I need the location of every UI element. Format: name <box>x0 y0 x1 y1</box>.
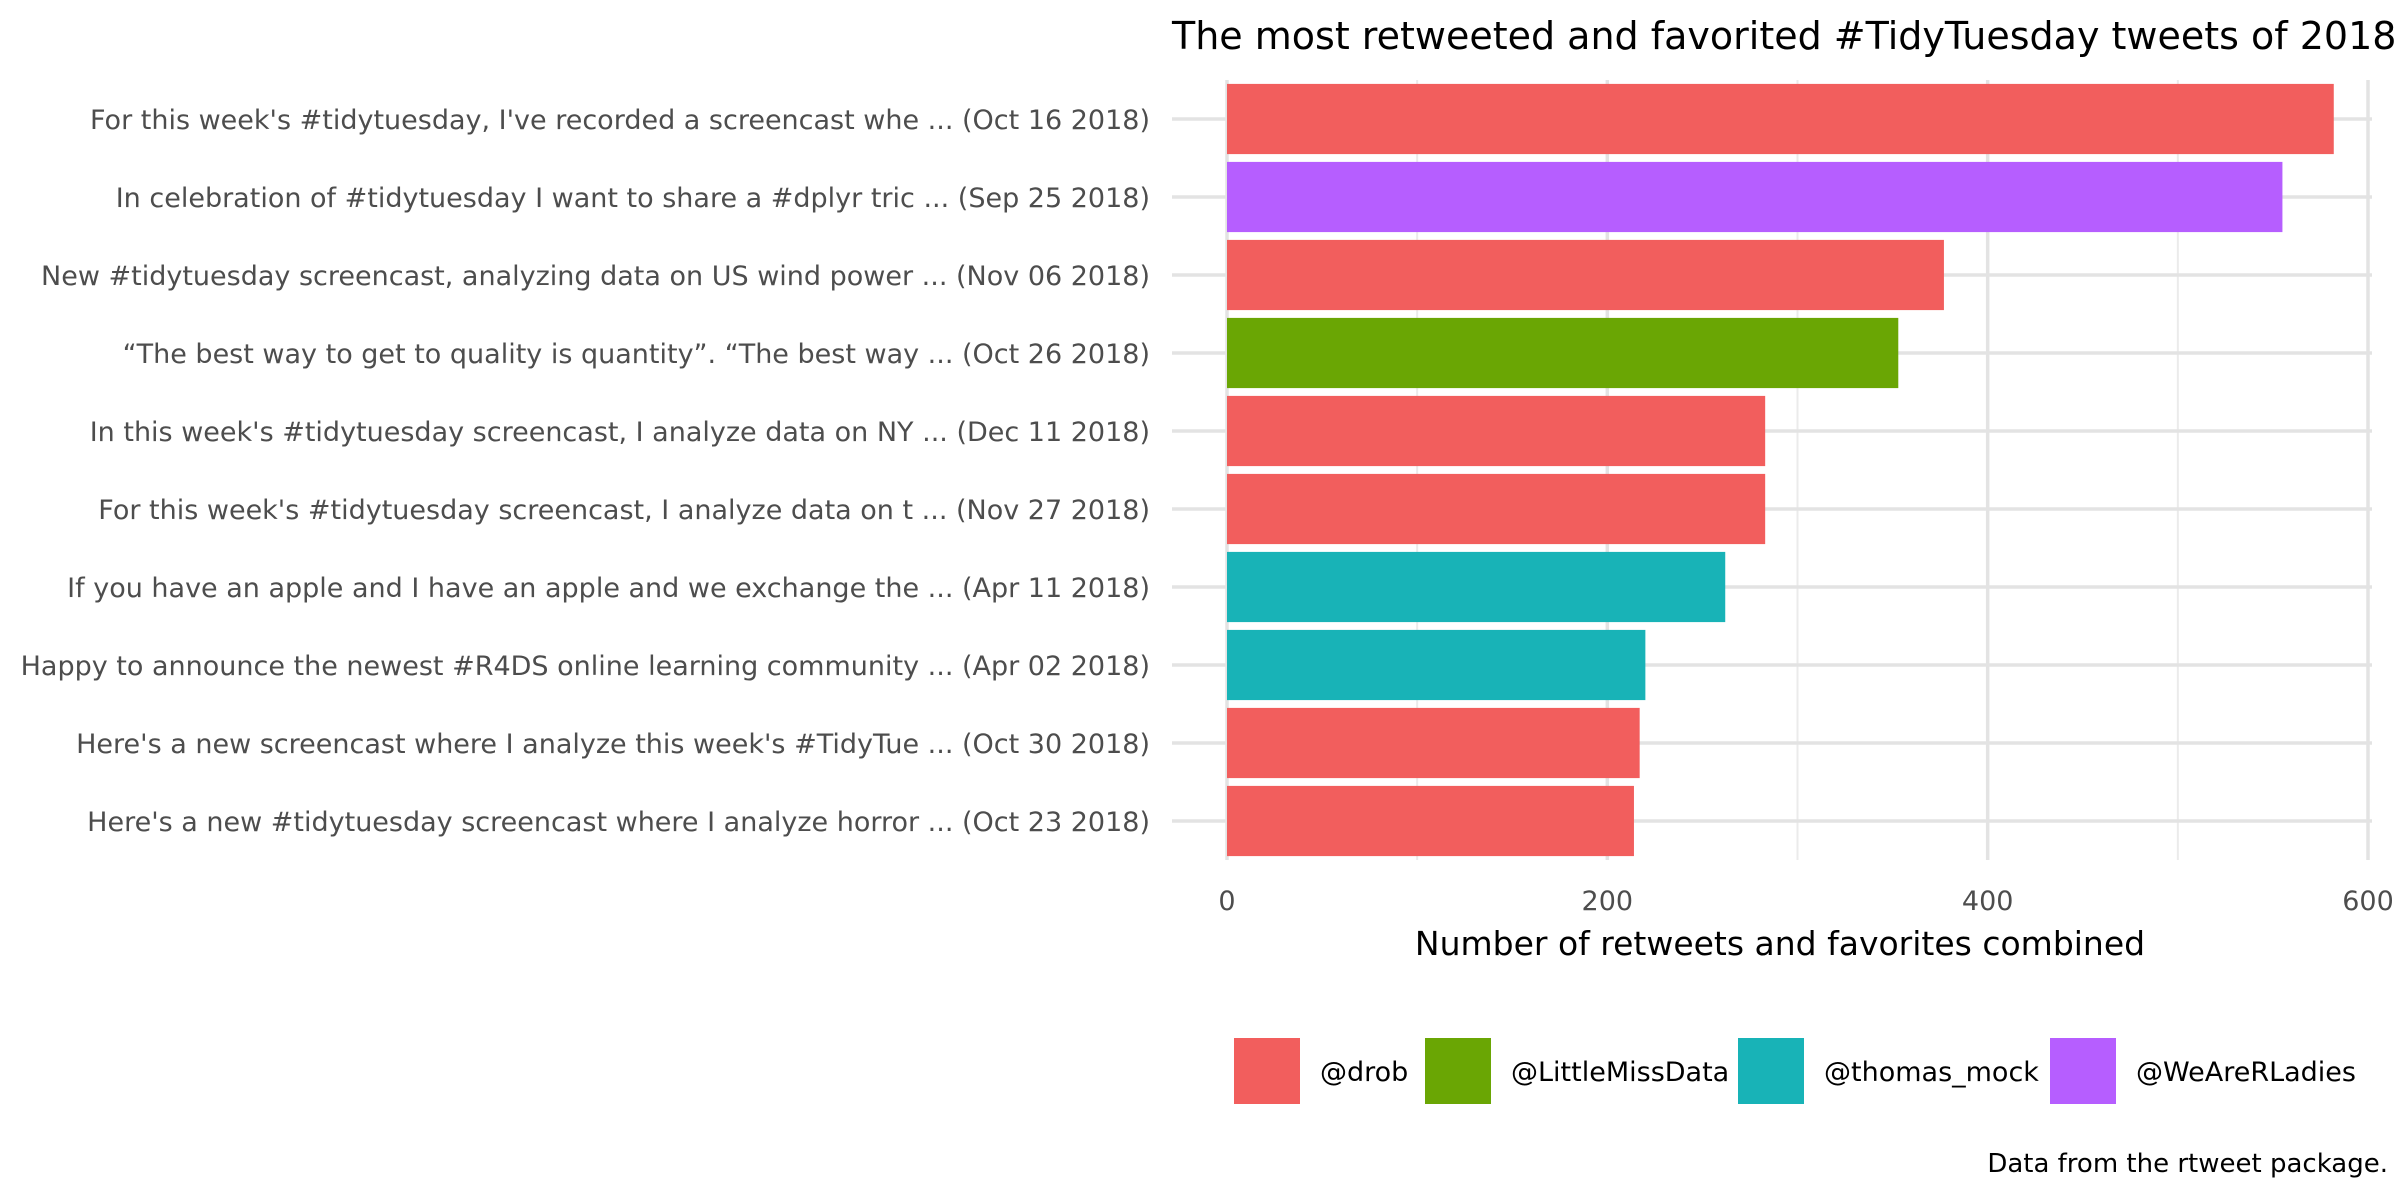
x-axis-title: Number of retweets and favorites combine… <box>1415 924 2145 963</box>
bar <box>1227 161 2283 233</box>
y-tick-label: If you have an apple and I have an apple… <box>67 573 1150 604</box>
legend-label: @thomas_mock <box>1824 1057 2039 1088</box>
y-tick-label: Here's a new screencast where I analyze … <box>76 729 1150 760</box>
y-tick-label: Happy to announce the newest #R4DS onlin… <box>21 651 1150 682</box>
x-tick-label: 200 <box>1582 886 1634 917</box>
y-tick-label: Here's a new #tidytuesday screencast whe… <box>87 807 1150 838</box>
legend-label: @drob <box>1320 1057 1408 1088</box>
bar-layer <box>1227 83 2334 857</box>
y-tick-label: For this week's #tidytuesday, I've recor… <box>90 105 1150 136</box>
bar <box>1227 707 1640 779</box>
y-tick-label: New #tidytuesday screencast, analyzing d… <box>41 261 1150 292</box>
legend-key <box>1738 1038 1804 1104</box>
y-tick-label: In this week's #tidytuesday screencast, … <box>90 417 1150 448</box>
bar <box>1227 785 1634 857</box>
x-tick-labels: 0 200 400 600 <box>1218 886 2393 917</box>
legend: @drob @LittleMissData @thomas_mock @WeAreRL… <box>1234 1038 2356 1104</box>
bar <box>1227 551 1726 623</box>
y-tick-label: For this week's #tidytuesday screencast,… <box>98 495 1150 526</box>
y-tick-label: “The best way to get to quality is quant… <box>123 339 1150 370</box>
legend-label: @LittleMissData <box>1511 1057 1729 1088</box>
x-tick-label: 0 <box>1218 886 1235 917</box>
bar <box>1227 239 1944 311</box>
legend-label: @WeAreRLadies <box>2136 1057 2356 1088</box>
legend-key <box>2050 1038 2116 1104</box>
bar <box>1227 473 1766 545</box>
bar <box>1227 629 1646 701</box>
x-tick-label: 400 <box>1962 886 2014 917</box>
chart-caption: Data from the rtweet package. <box>1987 1149 2388 1179</box>
bar <box>1227 395 1766 467</box>
bar <box>1227 83 2334 155</box>
chart-title: The most retweeted and favorited #TidyTu… <box>1171 14 2396 58</box>
legend-key <box>1234 1038 1300 1104</box>
x-tick-label: 600 <box>2342 886 2394 917</box>
y-tick-labels: For this week's #tidytuesday, I've recor… <box>21 105 1150 838</box>
bar <box>1227 317 1899 389</box>
y-tick-label: In celebration of #tidytuesday I want to… <box>116 183 1150 214</box>
legend-key <box>1425 1038 1491 1104</box>
